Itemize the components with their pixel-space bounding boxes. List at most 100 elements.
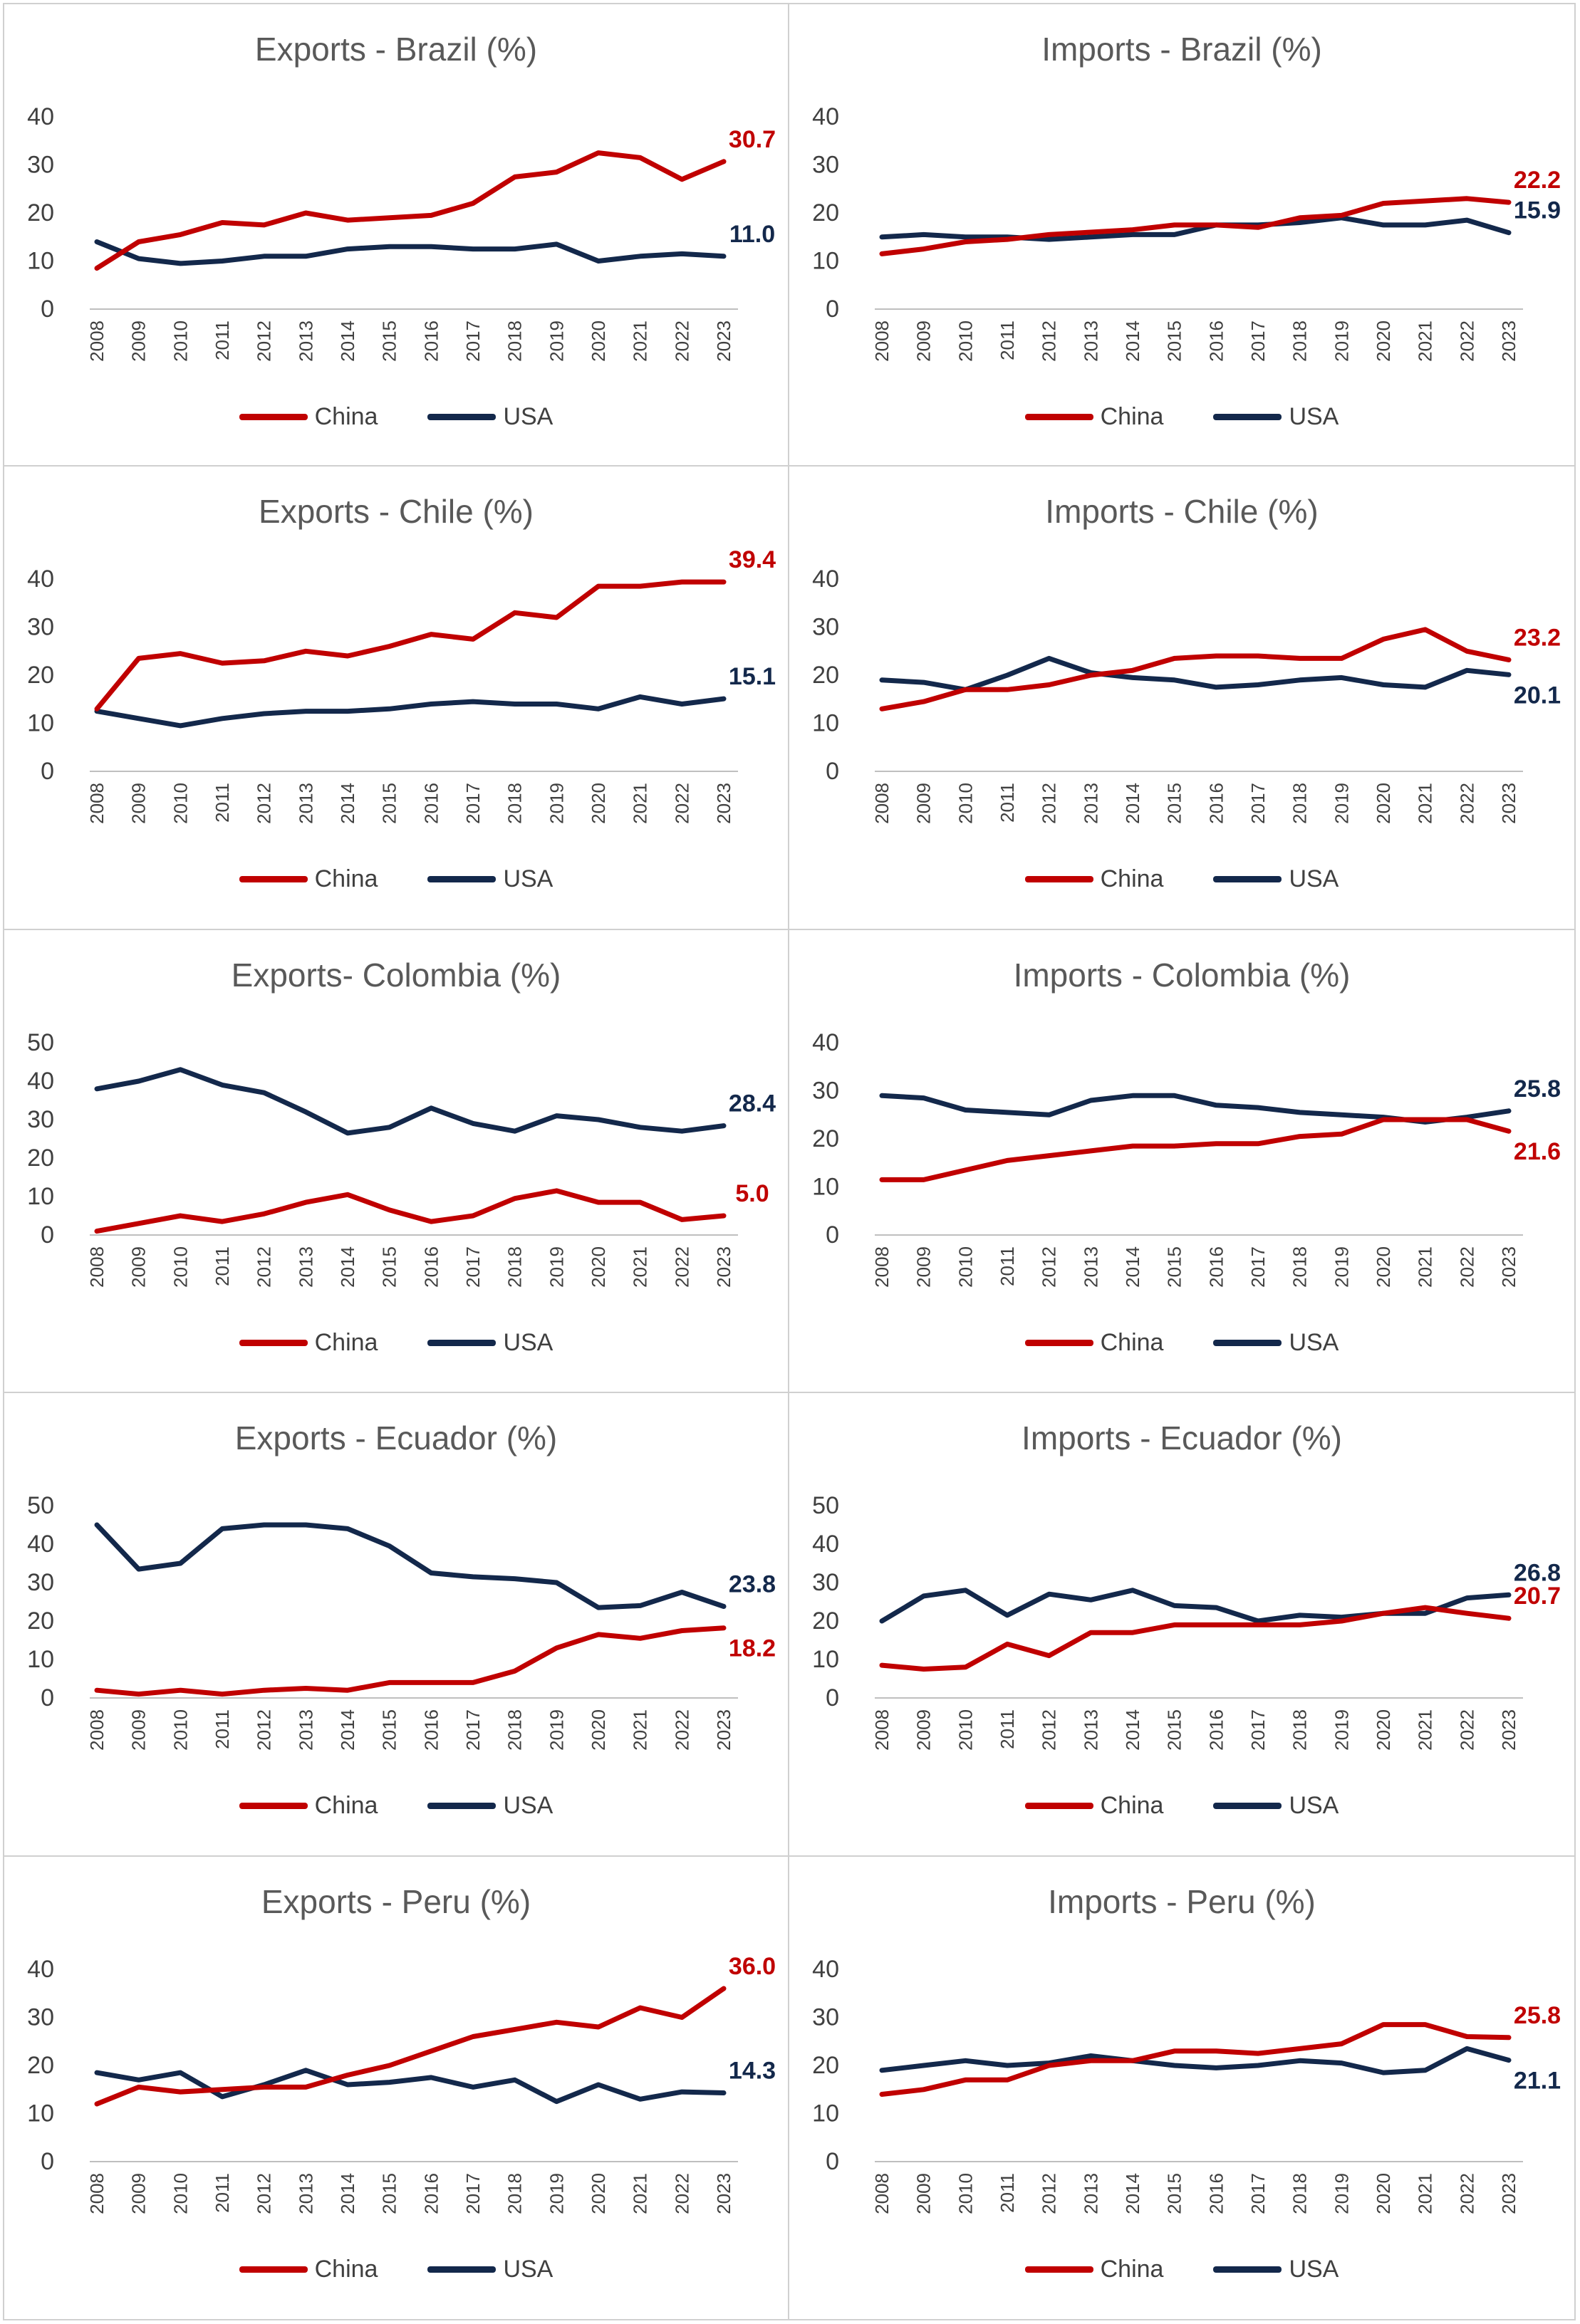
x-tick-label: 2022 bbox=[1456, 783, 1477, 824]
chart-panel: Exports - Peru (%) 0 10 20 30 40 2008 2009 2010 2… bbox=[3, 1857, 789, 2320]
x-tick-label: 2016 bbox=[1205, 783, 1227, 824]
x-tick-label: 2010 bbox=[170, 1246, 191, 1288]
end-value-label-usa: 28.4 bbox=[729, 1090, 776, 1117]
x-tick-label: 2017 bbox=[462, 2173, 484, 2214]
chart-legend: China USA bbox=[4, 1329, 788, 1357]
end-value-label-usa: 15.1 bbox=[729, 663, 776, 690]
chart-legend: China USA bbox=[789, 1329, 1574, 1357]
chart-legend: China USA bbox=[789, 1792, 1574, 1820]
x-tick-label: 2022 bbox=[1456, 1709, 1477, 1751]
y-tick-label: 10 bbox=[27, 2100, 54, 2127]
y-tick-label: 50 bbox=[27, 1492, 54, 1519]
x-tick-label: 2019 bbox=[1331, 783, 1352, 824]
x-tick-label: 2013 bbox=[295, 1709, 316, 1751]
x-tick-label: 2008 bbox=[86, 1709, 108, 1751]
x-tick-label: 2011 bbox=[212, 321, 233, 360]
y-tick-label: 0 bbox=[826, 1684, 839, 1711]
x-tick-label: 2021 bbox=[630, 321, 651, 362]
y-tick-label: 10 bbox=[812, 1646, 839, 1673]
x-tick-label: 2020 bbox=[1373, 1709, 1394, 1751]
y-tick-label: 10 bbox=[812, 1173, 839, 1200]
y-tick-label: 20 bbox=[27, 2052, 54, 2079]
chart-panel: Imports - Colombia (%) 0 10 20 30 40 2008 2009 2… bbox=[789, 930, 1576, 1394]
line-chart: 0 10 20 30 40 2008 2009 2010 2011 2012 2013 2014 201… bbox=[4, 4, 791, 467]
chart-legend: China USA bbox=[789, 2256, 1574, 2283]
y-tick-label: 10 bbox=[27, 1646, 54, 1673]
y-tick-label: 30 bbox=[27, 152, 54, 179]
x-tick-label: 2008 bbox=[86, 1246, 108, 1288]
x-tick-label: 2023 bbox=[1498, 2173, 1519, 2214]
x-tick-label: 2008 bbox=[871, 321, 893, 362]
legend-label-china: China bbox=[315, 403, 378, 431]
legend-swatch-china bbox=[1025, 876, 1093, 882]
x-tick-label: 2017 bbox=[1247, 2173, 1269, 2214]
x-tick-label: 2017 bbox=[1247, 1709, 1269, 1751]
legend-label-china: China bbox=[315, 865, 378, 893]
legend-swatch-china bbox=[1025, 414, 1093, 420]
y-tick-label: 0 bbox=[826, 296, 839, 323]
x-tick-label: 2020 bbox=[588, 321, 609, 362]
x-tick-label: 2013 bbox=[1080, 2173, 1101, 2214]
x-tick-label: 2017 bbox=[462, 1709, 484, 1751]
x-tick-label: 2021 bbox=[630, 783, 651, 824]
series-line-china bbox=[882, 1120, 1509, 1179]
x-tick-label: 2022 bbox=[1456, 1246, 1477, 1288]
chart-legend: China USA bbox=[789, 865, 1574, 893]
chart-legend: China USA bbox=[4, 865, 788, 893]
y-tick-label: 0 bbox=[41, 2148, 54, 2175]
x-tick-label: 2018 bbox=[1289, 321, 1311, 362]
legend-item-usa: USA bbox=[427, 2256, 553, 2283]
x-tick-label: 2012 bbox=[254, 1246, 275, 1288]
y-tick-label: 20 bbox=[812, 2052, 839, 2079]
x-tick-label: 2014 bbox=[337, 321, 358, 362]
legend-label-usa: USA bbox=[1289, 2256, 1339, 2283]
x-tick-label: 2019 bbox=[546, 1709, 567, 1751]
x-tick-label: 2016 bbox=[420, 783, 442, 824]
series-line-china bbox=[97, 1628, 724, 1694]
x-tick-label: 2018 bbox=[1289, 1246, 1311, 1288]
x-tick-label: 2021 bbox=[1415, 2173, 1436, 2214]
series-line-usa bbox=[97, 697, 724, 726]
legend-item-usa: USA bbox=[1213, 865, 1339, 893]
x-tick-label: 2019 bbox=[1331, 1246, 1352, 1288]
x-tick-label: 2010 bbox=[955, 1246, 976, 1288]
x-tick-label: 2009 bbox=[128, 2173, 150, 2214]
legend-label-china: China bbox=[315, 1329, 378, 1357]
x-tick-label: 2016 bbox=[1205, 1246, 1227, 1288]
x-tick-label: 2014 bbox=[1122, 321, 1143, 362]
legend-item-china: China bbox=[1025, 403, 1164, 431]
x-tick-label: 2009 bbox=[913, 1709, 935, 1751]
y-tick-label: 0 bbox=[826, 1221, 839, 1249]
chart-panel: Imports - Peru (%) 0 10 20 30 40 2008 2009 2010 2… bbox=[789, 1857, 1576, 2320]
y-tick-label: 0 bbox=[826, 758, 839, 785]
x-tick-label: 2023 bbox=[713, 1246, 734, 1288]
x-tick-label: 2021 bbox=[1415, 1246, 1436, 1288]
legend-swatch-usa bbox=[427, 1803, 496, 1809]
x-tick-label: 2020 bbox=[588, 1246, 609, 1288]
chart-panel: Exports - Chile (%) 0 10 20 30 40 2008 2009 2010… bbox=[3, 467, 789, 930]
x-tick-label: 2018 bbox=[504, 783, 526, 824]
x-tick-label: 2011 bbox=[212, 783, 233, 823]
x-tick-label: 2010 bbox=[170, 2173, 191, 2214]
x-tick-label: 2012 bbox=[254, 1709, 275, 1751]
legend-label-usa: USA bbox=[503, 1329, 553, 1357]
series-line-usa bbox=[882, 1590, 1509, 1621]
x-tick-label: 2013 bbox=[295, 1246, 316, 1288]
x-tick-label: 2011 bbox=[997, 783, 1018, 823]
x-tick-label: 2013 bbox=[295, 321, 316, 362]
end-value-label-usa: 26.8 bbox=[1514, 1560, 1561, 1587]
x-tick-label: 2022 bbox=[671, 1709, 692, 1751]
x-tick-label: 2014 bbox=[337, 1246, 358, 1288]
x-tick-label: 2009 bbox=[913, 1246, 935, 1288]
x-tick-label: 2009 bbox=[913, 321, 935, 362]
series-line-china bbox=[97, 1989, 724, 2104]
x-tick-label: 2008 bbox=[871, 2173, 893, 2214]
x-tick-label: 2011 bbox=[997, 321, 1018, 360]
x-tick-label: 2016 bbox=[420, 1246, 442, 1288]
y-tick-label: 40 bbox=[812, 1029, 839, 1056]
x-tick-label: 2021 bbox=[630, 1246, 651, 1288]
legend-swatch-china bbox=[1025, 1803, 1093, 1809]
x-tick-label: 2008 bbox=[86, 321, 108, 362]
y-tick-label: 40 bbox=[27, 1531, 54, 1558]
legend-item-usa: USA bbox=[427, 1329, 553, 1357]
